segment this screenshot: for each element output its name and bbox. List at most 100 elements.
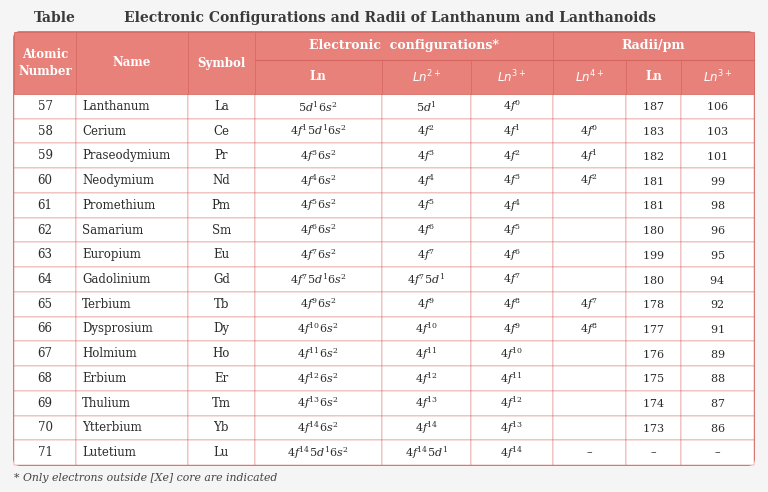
Bar	[188, 217, 255, 243]
Bar	[626, 217, 680, 243]
Bar	[382, 316, 471, 341]
Text: $180$: $180$	[642, 274, 664, 285]
Text: Ytterbium: Ytterbium	[82, 422, 142, 434]
Bar	[188, 94, 255, 119]
Text: $4f^{5}6s^{2}$: $4f^{5}6s^{2}$	[300, 197, 336, 213]
Text: Lanthanum: Lanthanum	[82, 100, 150, 113]
Bar	[382, 341, 471, 366]
Bar	[626, 119, 680, 144]
Text: $4f^{14}5d^{1}$: $4f^{14}5d^{1}$	[405, 444, 448, 461]
Bar	[626, 391, 680, 416]
Bar	[76, 341, 188, 366]
Bar	[382, 440, 471, 465]
Bar	[680, 193, 754, 217]
Bar	[680, 267, 754, 292]
Text: Lutetium: Lutetium	[82, 446, 136, 459]
Bar	[553, 119, 626, 144]
Bar	[553, 366, 626, 391]
Text: Praseodymium: Praseodymium	[82, 150, 170, 162]
Text: Gd: Gd	[213, 273, 230, 286]
Text: $4f^{6}6s^{2}$: $4f^{6}6s^{2}$	[300, 222, 336, 238]
Bar	[188, 144, 255, 168]
Text: 68: 68	[38, 372, 52, 385]
Bar	[680, 316, 754, 341]
Bar	[626, 416, 680, 440]
Text: Samarium: Samarium	[82, 223, 144, 237]
Bar	[626, 292, 680, 316]
Text: $183$: $183$	[642, 125, 664, 137]
Bar	[382, 243, 471, 267]
Text: Nd: Nd	[213, 174, 230, 187]
Bar	[14, 144, 76, 168]
Text: $4f^{12}6s^{2}$: $4f^{12}6s^{2}$	[297, 370, 339, 387]
Text: $4f^{11}$: $4f^{11}$	[501, 370, 523, 387]
Text: 59: 59	[38, 150, 52, 162]
Text: 67: 67	[38, 347, 52, 360]
Bar	[14, 32, 76, 94]
Text: Lu: Lu	[214, 446, 229, 459]
Text: $94$: $94$	[710, 274, 725, 285]
Bar	[626, 168, 680, 193]
Text: Eu: Eu	[214, 248, 230, 261]
Bar	[471, 60, 553, 94]
Bar	[188, 119, 255, 144]
Text: $4f^{7}$: $4f^{7}$	[581, 296, 598, 312]
Bar	[553, 391, 626, 416]
Text: $4f^{3}$: $4f^{3}$	[417, 148, 435, 164]
Text: $4f^{7}$: $4f^{7}$	[503, 272, 521, 287]
Bar	[255, 60, 382, 94]
Bar	[553, 316, 626, 341]
Bar	[76, 94, 188, 119]
Bar	[382, 168, 471, 193]
Text: $4f^{2}$: $4f^{2}$	[581, 173, 598, 188]
Bar	[255, 243, 382, 267]
Text: $Ln^{3+}$: $Ln^{3+}$	[703, 69, 732, 85]
Text: 57: 57	[38, 100, 52, 113]
Text: $92$: $92$	[710, 298, 725, 310]
Bar	[680, 217, 754, 243]
Text: $4f^{5}$: $4f^{5}$	[503, 222, 521, 238]
Text: 63: 63	[38, 248, 52, 261]
Bar	[382, 391, 471, 416]
Bar	[382, 144, 471, 168]
Bar	[471, 267, 553, 292]
Bar	[76, 416, 188, 440]
Text: Ln: Ln	[310, 70, 326, 84]
Text: La: La	[214, 100, 229, 113]
Text: $4f^{7}5d^{1}$: $4f^{7}5d^{1}$	[407, 271, 445, 288]
Bar	[14, 391, 76, 416]
Text: $4f^{12}$: $4f^{12}$	[415, 370, 438, 387]
Bar	[553, 440, 626, 465]
Bar	[255, 316, 382, 341]
Text: $4f^{13}6s^{2}$: $4f^{13}6s^{2}$	[297, 395, 339, 411]
Text: $4f^{13}$: $4f^{13}$	[415, 395, 438, 411]
Text: $4f^{9}$: $4f^{9}$	[503, 321, 521, 337]
Bar	[626, 144, 680, 168]
Text: $101$: $101$	[707, 150, 728, 162]
Text: $4f^{6}$: $4f^{6}$	[503, 247, 521, 263]
Bar	[553, 217, 626, 243]
Bar	[553, 292, 626, 316]
Bar	[255, 267, 382, 292]
Bar	[382, 366, 471, 391]
Text: Atomic
Number: Atomic Number	[18, 48, 72, 78]
Bar	[680, 391, 754, 416]
Text: $182$: $182$	[642, 150, 664, 162]
Bar	[680, 60, 754, 94]
Bar	[626, 243, 680, 267]
Bar	[76, 267, 188, 292]
Text: $4f^{4}$: $4f^{4}$	[417, 172, 435, 189]
Bar	[188, 168, 255, 193]
Text: $4f^{10}$: $4f^{10}$	[500, 345, 524, 362]
Bar	[76, 144, 188, 168]
Bar	[626, 440, 680, 465]
Text: $4f^{11}6s^{2}$: $4f^{11}6s^{2}$	[297, 345, 339, 362]
Text: Name: Name	[113, 57, 151, 69]
Text: $4f^{7}6s^{2}$: $4f^{7}6s^{2}$	[300, 247, 336, 263]
Bar	[188, 267, 255, 292]
Text: $4f^{12}$: $4f^{12}$	[500, 395, 524, 411]
Bar	[14, 316, 76, 341]
Bar	[14, 292, 76, 316]
Bar	[14, 440, 76, 465]
Text: 66: 66	[38, 322, 52, 336]
